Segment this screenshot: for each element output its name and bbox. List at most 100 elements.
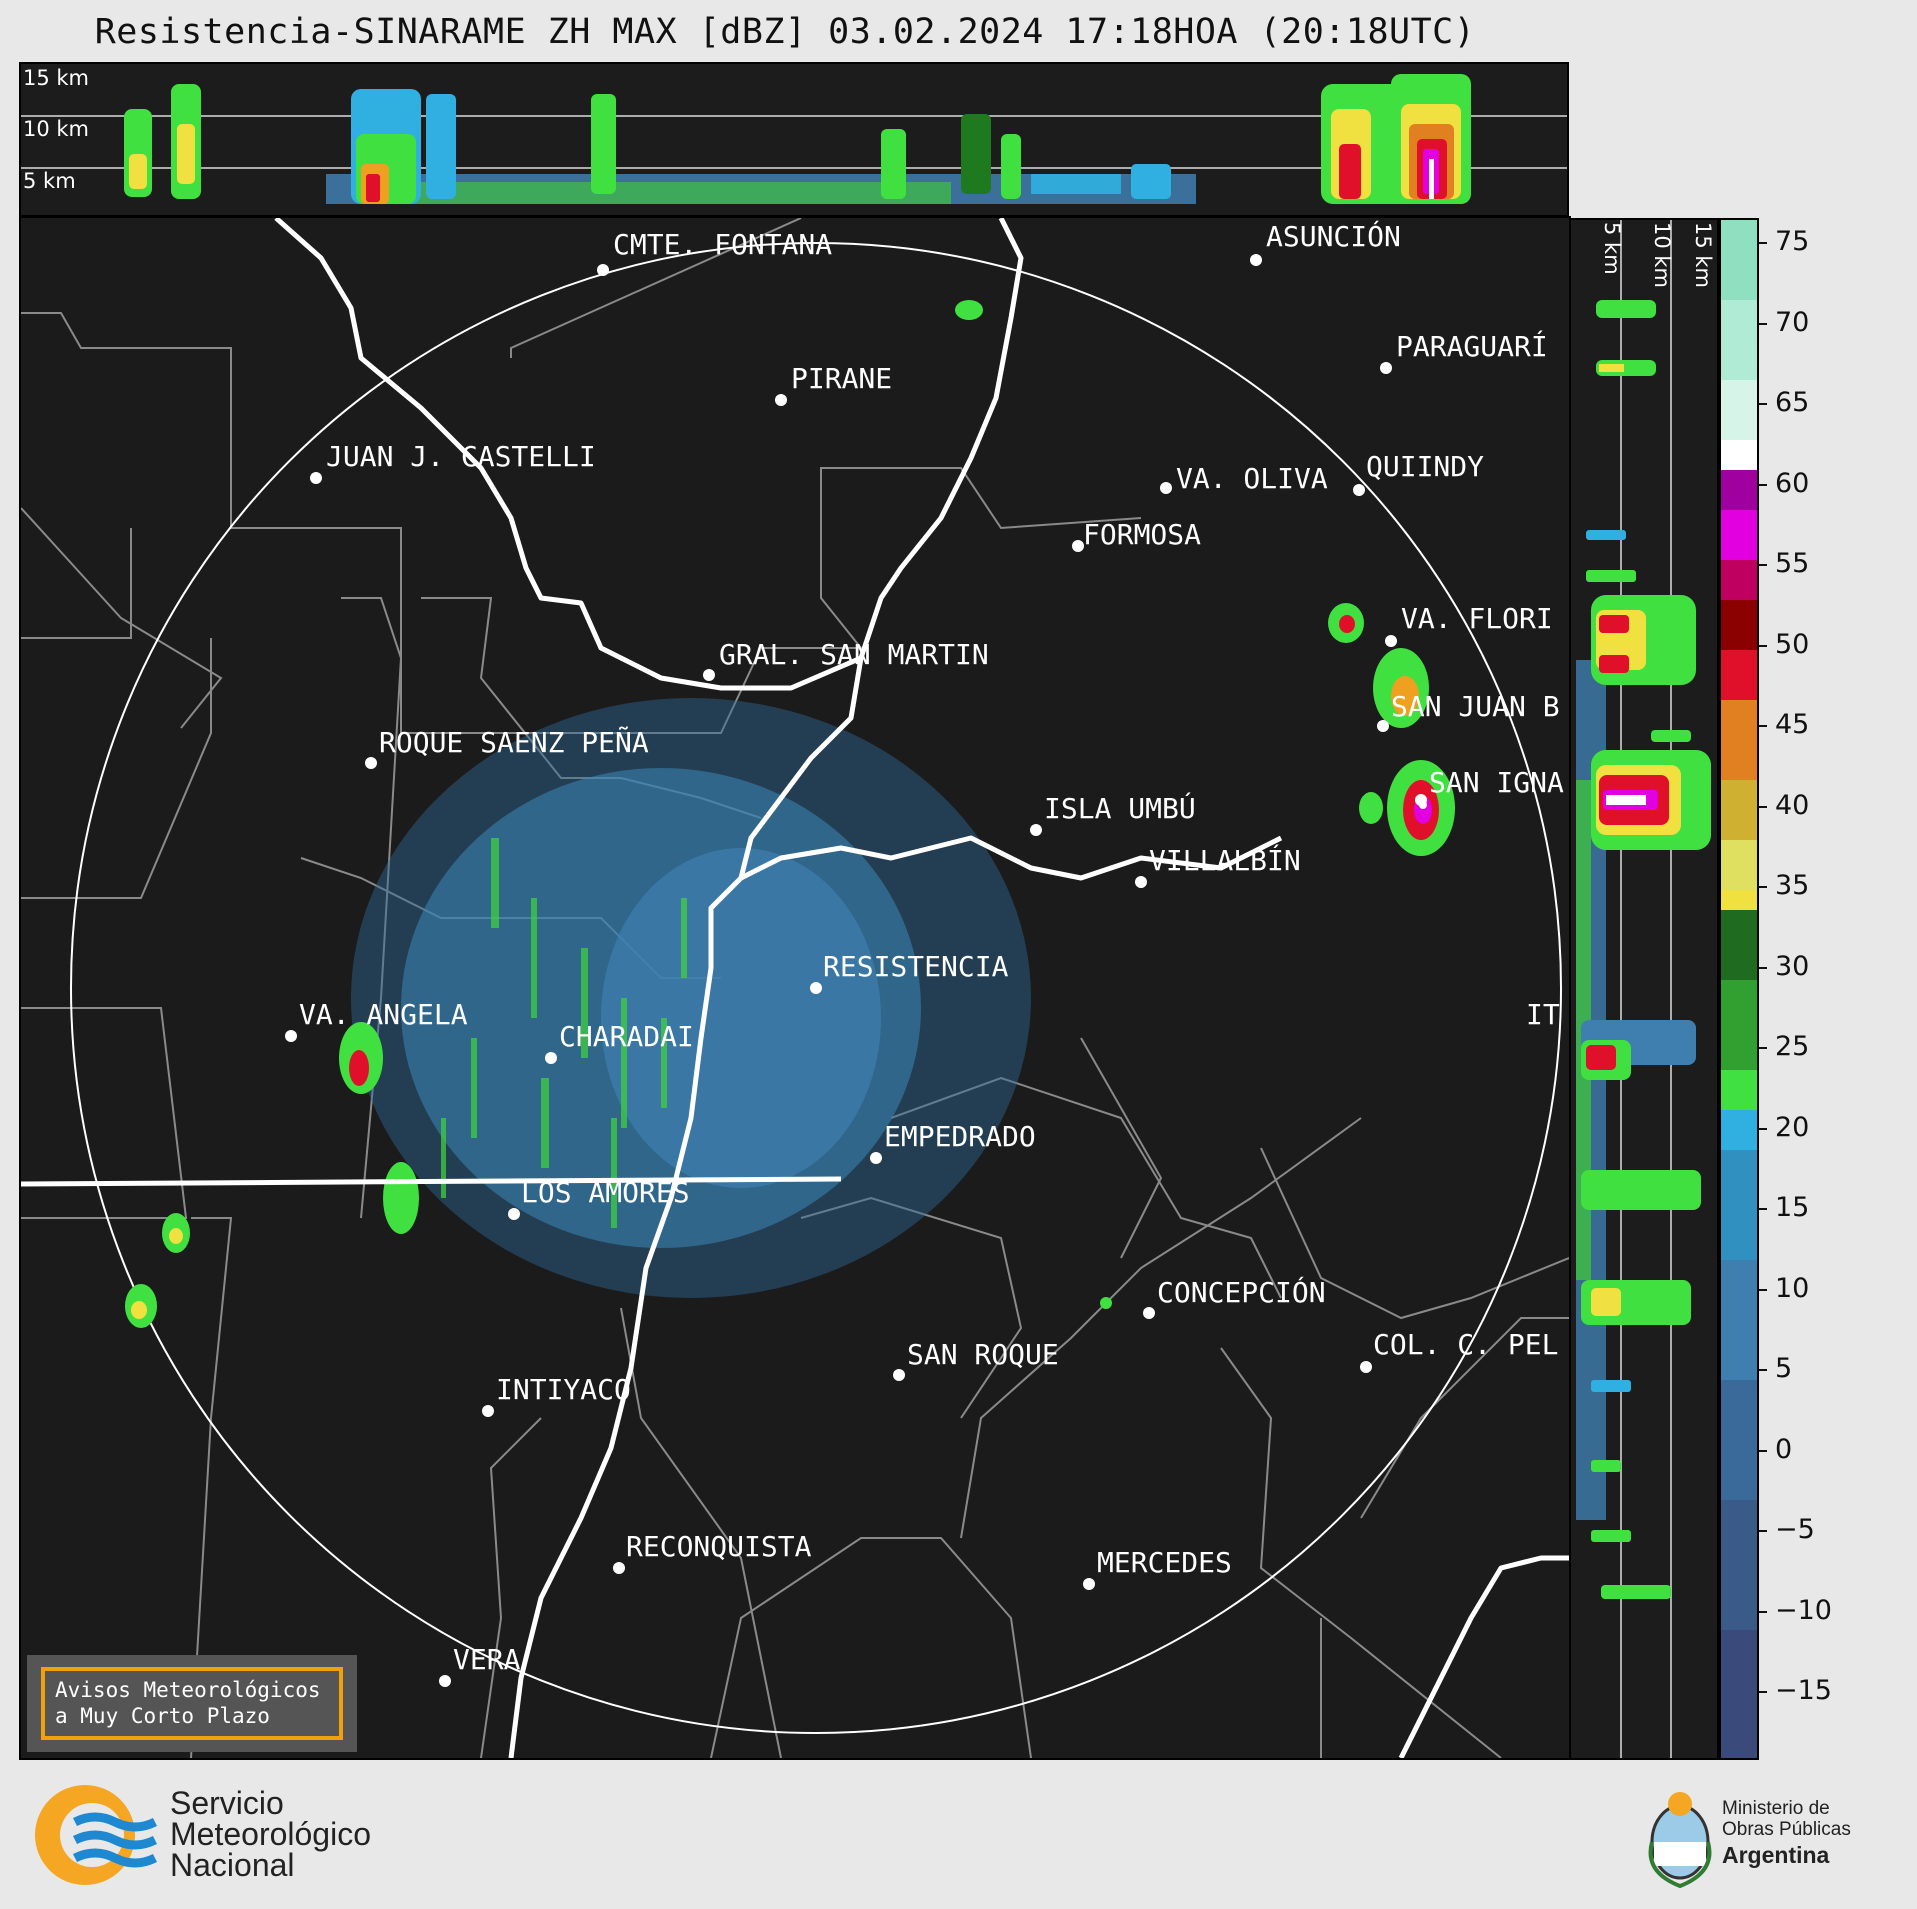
colorbar-tick-label: 20	[1775, 1111, 1810, 1143]
colorbar-tick-label: −10	[1775, 1594, 1832, 1626]
colorbar-tick-mark	[1759, 1530, 1767, 1532]
colorbar-tick-label: 75	[1775, 226, 1810, 257]
top-cross-section-echoes	[21, 74, 1567, 204]
colorbar-tick-label: 0	[1775, 1433, 1793, 1465]
city-label-vera: VERA	[453, 1643, 521, 1676]
colorbar-tick-mark	[1759, 1288, 1767, 1291]
colorbar-tick-label: 70	[1775, 306, 1810, 338]
ministry-line-3: Argentina	[1722, 1842, 1830, 1868]
rivers	[21, 218, 1569, 1758]
city-label-quiindy: QUIINDY	[1366, 450, 1485, 483]
city-label-paraguari: PARAGUARÍ	[1396, 330, 1548, 363]
city-label-empedrado: EMPEDRADO	[884, 1120, 1036, 1153]
colorbar-ticks: 75 70 65 60 55 50 45 40 35 30 25 20 15 10 5 0 −5 −10 −15	[1759, 218, 1859, 1760]
city-label-roque-saenz-pena: ROQUE SAENZ PEÑA	[379, 726, 649, 759]
radar-range-circle	[70, 242, 1562, 1734]
city-label-intiyaco: INTIYACO	[496, 1373, 631, 1406]
ministry-text: Ministerio de Obras Públicas Argentina	[1722, 1798, 1851, 1870]
colorbar-tick-mark	[1759, 564, 1767, 566]
city-label-san-igna: SAN IGNA	[1429, 766, 1564, 799]
city-label-reconquista: RECONQUISTA	[626, 1530, 812, 1563]
smn-line-3: Nacional	[170, 1847, 295, 1883]
city-label-col-c-pel: COL. C. PEL	[1373, 1328, 1559, 1361]
city-dots	[285, 254, 1427, 1687]
colorbar-tick-label: −5	[1775, 1514, 1815, 1545]
colorbar-tick-label: 65	[1775, 387, 1810, 418]
echo-green-streaks	[441, 838, 687, 1228]
colorbar-tick-label: −15	[1775, 1675, 1832, 1706]
smn-line-1: Servicio	[170, 1785, 284, 1821]
colorbar-tick-mark	[1759, 322, 1767, 325]
city-label-va-flori: VA. FLORI	[1401, 602, 1553, 635]
top-alt-label-10km: 10 km	[23, 117, 90, 141]
smn-logo-icon	[35, 1785, 158, 1885]
colorbar-tick-mark	[1759, 242, 1767, 244]
city-label-va-oliva: VA. OLIVA	[1176, 462, 1328, 495]
chart-title: Resistencia-SINARAME ZH MAX [dBZ] 03.02.…	[94, 12, 1476, 52]
city-label-san-roque: SAN ROQUE	[907, 1338, 1059, 1371]
colorbar-tick-mark	[1759, 1127, 1767, 1130]
warning-box-inner: Avisos Meteorológicos a Muy Corto Plazo	[41, 1667, 343, 1740]
top-alt-label-5km: 5 km	[23, 169, 76, 193]
colorbar-tick-mark	[1759, 1208, 1767, 1210]
colorbar-tick-mark	[1759, 886, 1767, 888]
right-alt-label-15km: 15 km	[1691, 222, 1715, 289]
top-alt-label-15km: 15 km	[23, 66, 90, 90]
city-label-cmte-fontana: CMTE. FONTANA	[613, 228, 833, 261]
smn-logo-text: Servicio Meteorológico Nacional	[170, 1785, 371, 1883]
dbz-colorbar	[1719, 218, 1759, 1760]
right-alt-label-10km: 10 km	[1650, 222, 1674, 289]
echo-field-core	[601, 848, 881, 1188]
city-label-formosa: FORMOSA	[1083, 518, 1202, 551]
city-label-juan-castelli: JUAN J. CASTELLI	[326, 440, 596, 473]
dbz-colorbar-gradient	[1721, 220, 1757, 1758]
city-label-asuncion: ASUNCIÓN	[1266, 220, 1401, 253]
warning-line-1: Avisos Meteorológicos	[55, 1678, 321, 1702]
colorbar-tick-label: 10	[1775, 1272, 1810, 1304]
city-label-los-amores: LOS AMORES	[521, 1176, 690, 1209]
city-label-concepcion: CONCEPCIÓN	[1157, 1276, 1326, 1309]
right-alt-label-5km: 5 km	[1600, 222, 1624, 275]
storm-cells	[125, 300, 1455, 1328]
colorbar-tick-label: 30	[1775, 950, 1810, 982]
colorbar-tick-mark	[1759, 805, 1767, 808]
radar-map-svg	[21, 218, 1569, 1758]
argentina-coat-of-arms-icon	[1648, 1792, 1712, 1889]
radar-map: CMTE. FONTANA ASUNCIÓN PARAGUARÍ PIRANE …	[19, 216, 1571, 1760]
colorbar-tick-mark	[1759, 1047, 1767, 1049]
colorbar-tick-mark	[1759, 725, 1767, 727]
right-cross-section-echoes	[1576, 220, 1711, 1758]
colorbar-tick-mark	[1759, 1369, 1767, 1371]
city-label-isla-umbu: ISLA UMBÚ	[1044, 792, 1196, 825]
right-cross-section: 5 km 10 km 15 km	[1569, 218, 1719, 1760]
city-label-charadai: CHARADAI	[559, 1020, 694, 1053]
colorbar-tick-mark	[1759, 966, 1767, 969]
colorbar-tick-mark	[1759, 1610, 1767, 1613]
colorbar-tick-label: 60	[1775, 467, 1810, 499]
city-label-mercedes: MERCEDES	[1097, 1546, 1232, 1579]
ministry-line-2: Obras Públicas	[1722, 1819, 1851, 1840]
colorbar-tick-mark	[1759, 644, 1767, 647]
colorbar-tick-label: 55	[1775, 548, 1810, 579]
colorbar-tick-label: 15	[1775, 1192, 1810, 1223]
smn-line-2: Meteorológico	[170, 1816, 371, 1852]
colorbar-tick-mark	[1759, 1691, 1767, 1693]
warning-line-2: a Muy Corto Plazo	[55, 1704, 270, 1728]
colorbar-tick-label: 45	[1775, 709, 1810, 740]
city-label-resistencia: RESISTENCIA	[823, 950, 1009, 983]
colorbar-tick-label: 50	[1775, 628, 1810, 660]
colorbar-tick-label: 40	[1775, 789, 1810, 821]
colorbar-tick-label: 5	[1775, 1353, 1793, 1384]
city-label-villalbin: VILLALBÍN	[1149, 844, 1301, 877]
city-label-san-juan-b: SAN JUAN B	[1391, 690, 1560, 723]
city-label-gral-san-martin: GRAL. SAN MARTIN	[719, 638, 989, 671]
ministry-line-1: Ministerio de	[1722, 1798, 1830, 1819]
top-cross-section: 15 km 10 km 5 km	[19, 62, 1569, 217]
colorbar-tick-label: 35	[1775, 870, 1810, 901]
warning-box[interactable]: Avisos Meteorológicos a Muy Corto Plazo	[27, 1655, 357, 1752]
city-label-va-angela: VA. ANGELA	[299, 998, 468, 1031]
colorbar-tick-label: 25	[1775, 1031, 1810, 1062]
city-label-pirane: PIRANE	[791, 362, 893, 395]
colorbar-tick-mark	[1759, 483, 1767, 486]
city-label-it: IT	[1526, 998, 1560, 1031]
